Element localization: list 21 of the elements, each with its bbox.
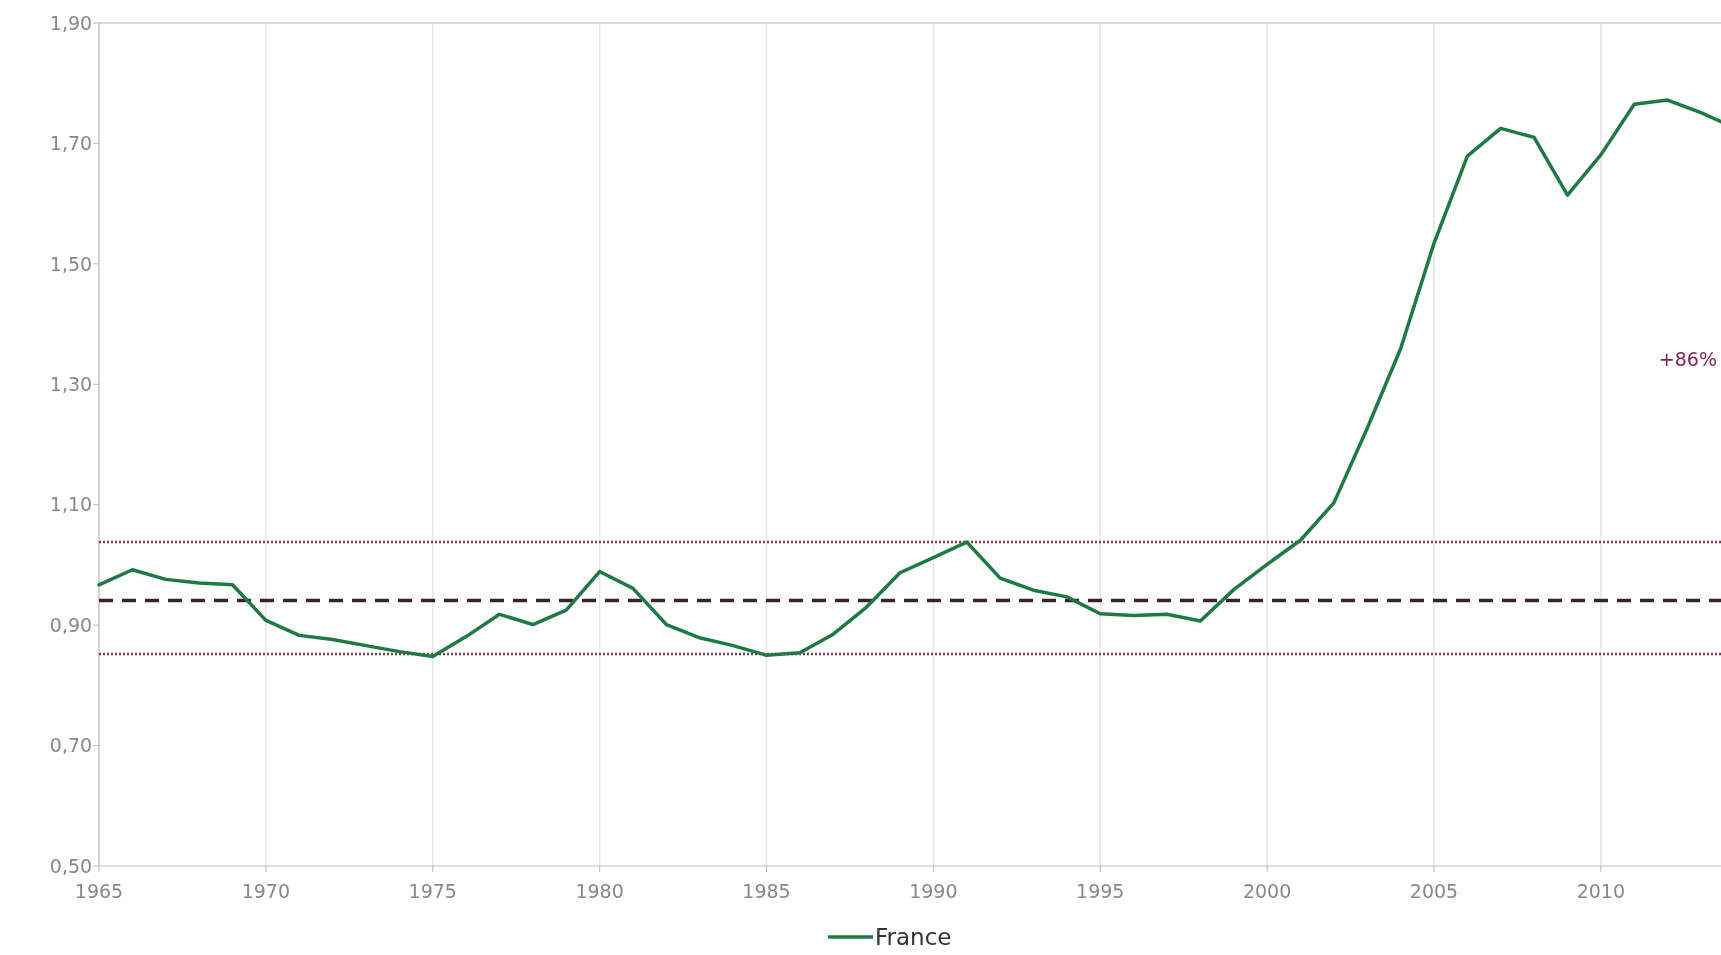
- legend-label: France: [875, 924, 952, 951]
- x-tick-label: 1990: [909, 880, 958, 902]
- y-tick-label: 1,50: [49, 252, 93, 275]
- x-tick-label: 1975: [408, 880, 457, 902]
- x-tick-label: 2010: [1576, 880, 1626, 902]
- x-tick-label: 2005: [1409, 880, 1459, 902]
- y-tick-label: 0,90: [49, 613, 93, 636]
- x-tick-label: 1985: [742, 880, 791, 902]
- y-tick-label: 1,10: [49, 493, 93, 516]
- x-tick-label: 1970: [241, 880, 291, 902]
- x-tick-label: 2000: [1242, 880, 1292, 902]
- y-tick-label: 0,70: [49, 734, 93, 757]
- y-tick-label: 1,70: [49, 132, 93, 155]
- x-tick-label: 1995: [1076, 880, 1125, 902]
- line-series: [97, 98, 1721, 659]
- x-tick-label: 1980: [575, 880, 624, 902]
- y-tick-label: 1,90: [49, 11, 93, 34]
- x-tick-label: 1965: [74, 880, 124, 902]
- annotation: +86%: [1658, 348, 1717, 370]
- y-tick-label: 1,30: [49, 372, 93, 395]
- y-tick-label: 0,50: [49, 854, 93, 877]
